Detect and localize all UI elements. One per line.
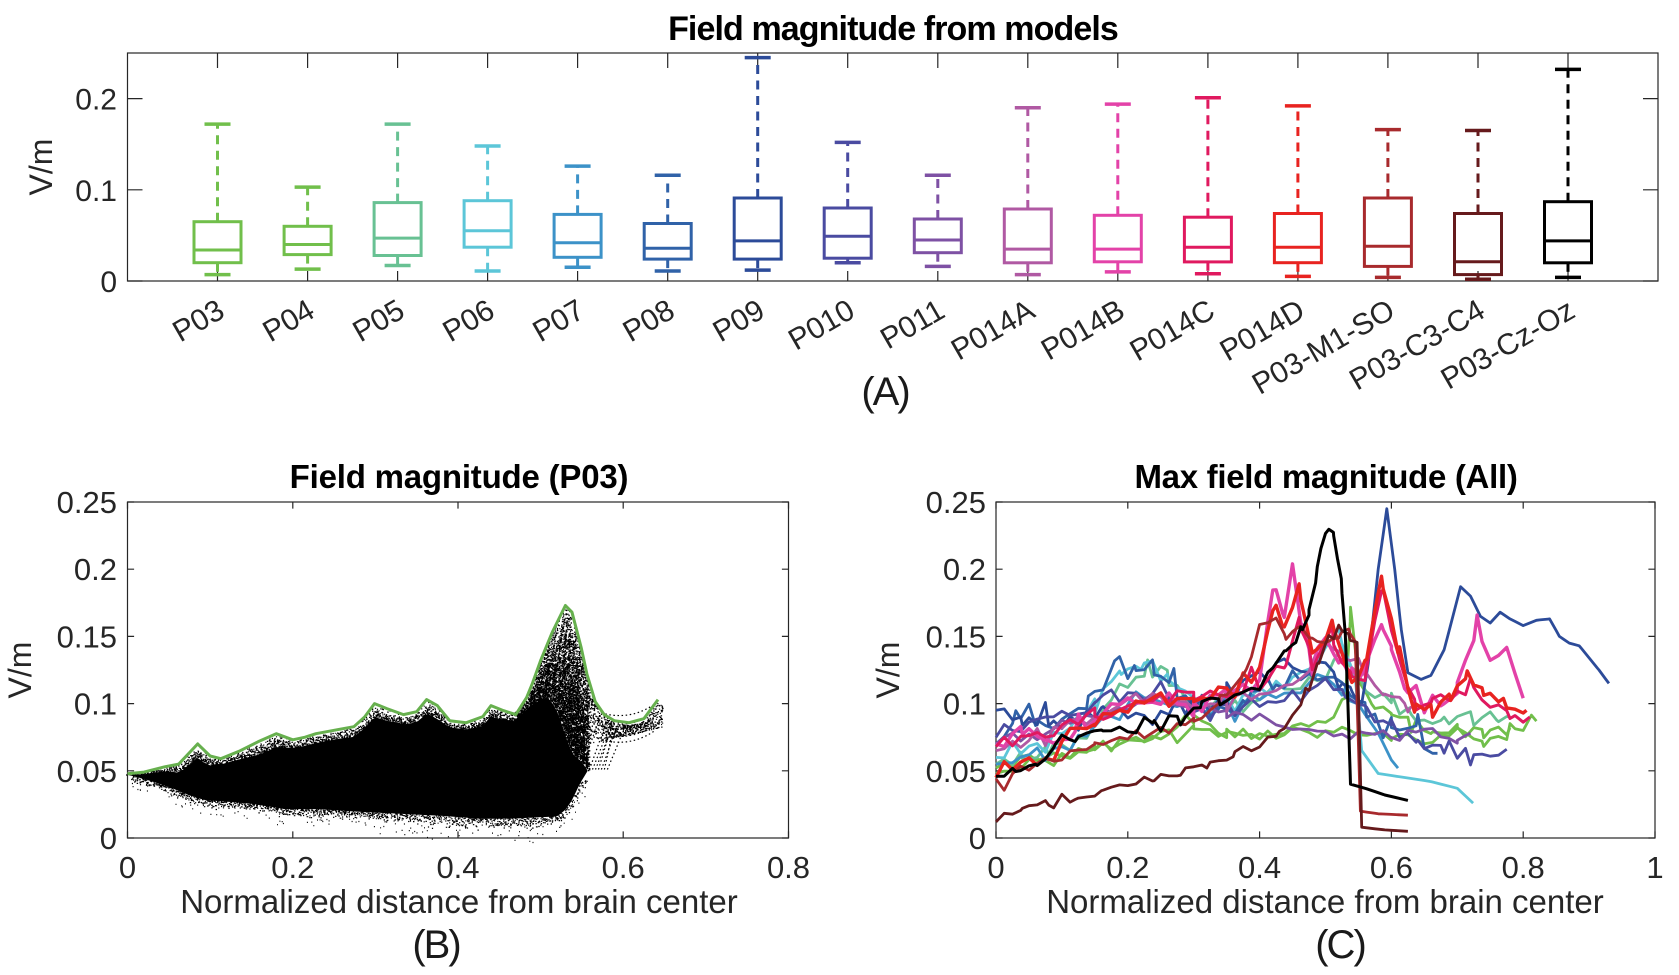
svg-text:Normalized distance from brain: Normalized distance from brain center: [180, 883, 738, 920]
svg-text:0.25: 0.25: [926, 485, 986, 520]
svg-text:V/m: V/m: [870, 642, 906, 699]
svg-text:0: 0: [100, 266, 117, 299]
svg-text:0.6: 0.6: [602, 850, 645, 885]
svg-text:0.1: 0.1: [74, 687, 117, 722]
svg-text:0: 0: [969, 821, 986, 856]
svg-text:0.4: 0.4: [436, 850, 479, 885]
svg-text:0.2: 0.2: [943, 552, 986, 587]
svg-text:0.2: 0.2: [75, 84, 117, 117]
svg-text:0.4: 0.4: [1238, 850, 1281, 885]
svg-text:0.05: 0.05: [57, 754, 117, 789]
svg-text:Field magnitude from models: Field magnitude from models: [668, 10, 1118, 48]
svg-text:(C): (C): [1315, 923, 1365, 967]
svg-text:0.2: 0.2: [1106, 850, 1149, 885]
svg-text:0.2: 0.2: [271, 850, 314, 885]
svg-text:1: 1: [1646, 850, 1663, 885]
svg-text:0.8: 0.8: [767, 850, 810, 885]
svg-text:0.1: 0.1: [943, 687, 986, 722]
svg-text:0: 0: [987, 850, 1004, 885]
svg-text:0.15: 0.15: [926, 619, 986, 654]
svg-text:0: 0: [119, 850, 136, 885]
svg-text:0.2: 0.2: [74, 552, 117, 587]
svg-text:Normalized distance from brain: Normalized distance from brain center: [1046, 883, 1604, 920]
svg-text:0.1: 0.1: [75, 175, 117, 208]
svg-text:(B): (B): [412, 923, 459, 967]
svg-text:0.05: 0.05: [926, 754, 986, 789]
svg-text:V/m: V/m: [23, 139, 59, 196]
svg-text:0.15: 0.15: [57, 619, 117, 654]
svg-text:0: 0: [100, 821, 117, 856]
svg-text:0.8: 0.8: [1502, 850, 1545, 885]
svg-text:0.25: 0.25: [57, 485, 117, 520]
svg-text:Field magnitude (P03): Field magnitude (P03): [290, 458, 629, 495]
svg-text:0.6: 0.6: [1370, 850, 1413, 885]
svg-text:V/m: V/m: [2, 642, 38, 699]
svg-text:Max field magnitude (All): Max field magnitude (All): [1134, 458, 1517, 495]
svg-text:(A): (A): [861, 370, 908, 414]
